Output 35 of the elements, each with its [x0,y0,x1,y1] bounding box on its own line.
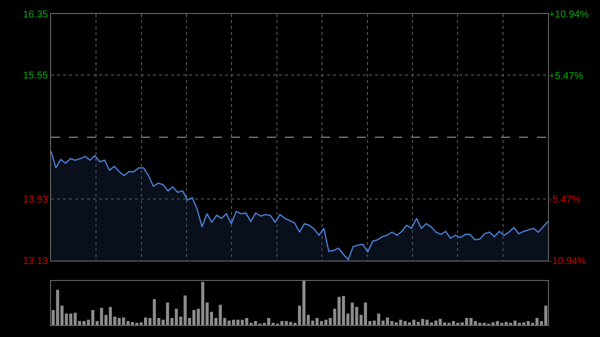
bar [535,318,539,325]
bar [491,322,495,325]
bar [469,318,473,325]
bar [350,302,354,325]
bar [254,321,258,325]
y-tick-label: 16.35 [22,10,48,20]
y2-tick-label: +10.94% [549,10,589,20]
y2-tick-label: +5.47% [549,71,584,82]
bar [394,322,398,325]
bar [526,321,530,325]
y-tick-label: 15.55 [22,70,48,82]
bar [69,314,72,325]
bar [513,320,517,325]
bar [504,322,508,325]
y-tick-label: 13.93 [22,194,48,206]
bar [416,322,420,325]
bar [544,306,548,325]
bar [342,296,346,325]
bar [232,320,236,325]
bar [267,318,270,325]
y-tick-label: 13.13 [22,256,48,267]
bar [245,318,248,325]
bar [284,321,288,325]
bar [91,310,94,325]
bar [320,321,324,325]
bar [438,318,442,325]
bar [82,321,86,325]
bar [74,312,77,325]
bar [460,322,464,325]
bar [289,322,292,325]
bar [126,321,130,325]
bar [364,302,368,325]
y2-tick-label: -5.47% [549,194,581,206]
y2-tick-label: -10.94% [549,256,586,267]
bar [201,282,204,325]
